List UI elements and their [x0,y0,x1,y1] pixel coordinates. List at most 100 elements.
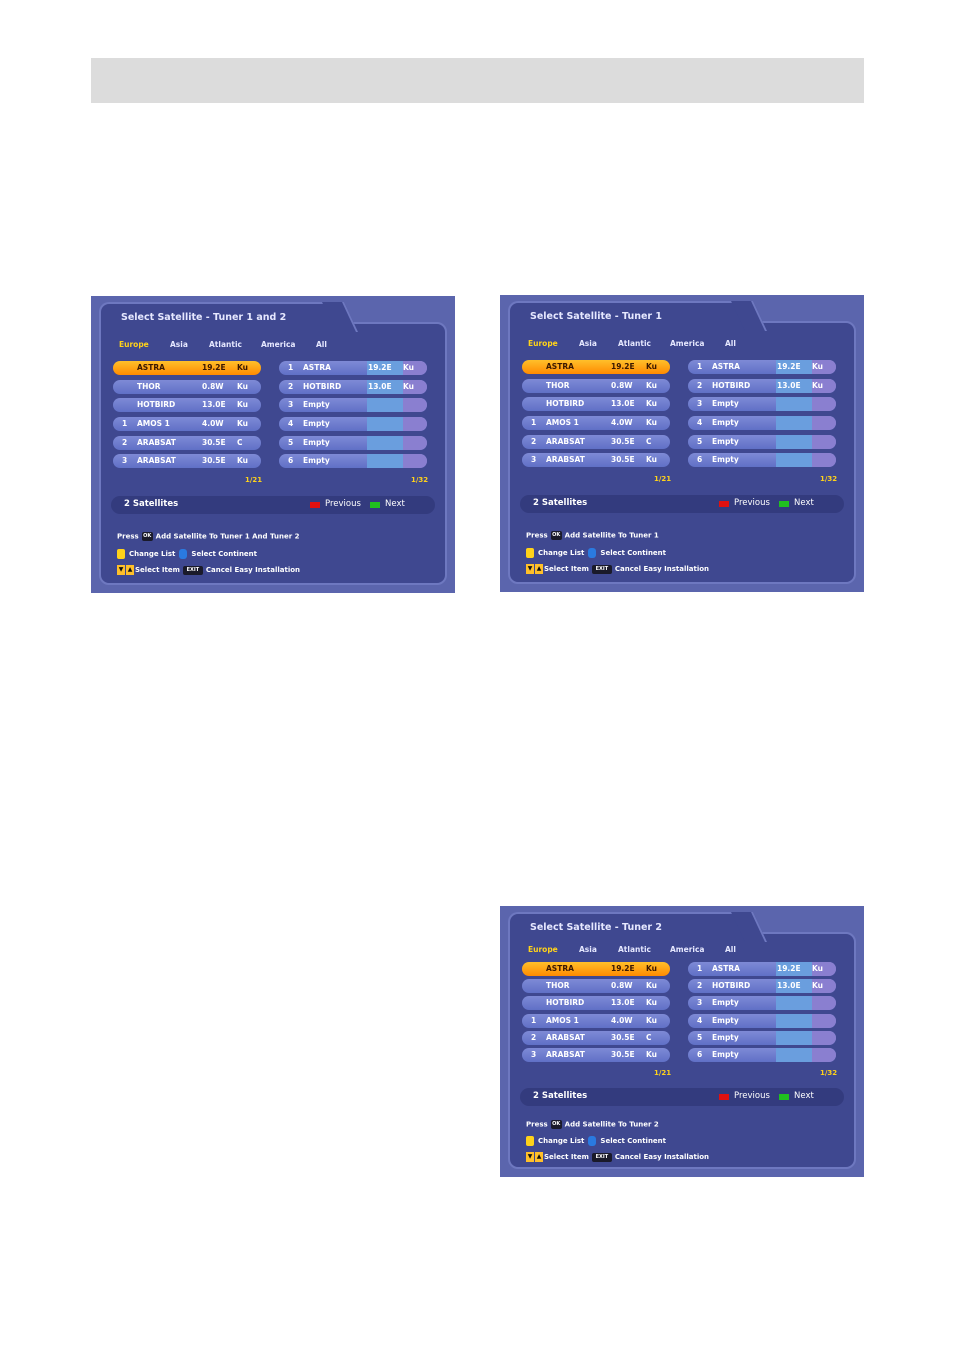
satellite-row[interactable]: THOR 0.8W Ku [522,378,670,393]
screen-title: Select Satellite - Tuner 1 and 2 [121,312,287,323]
tab-america[interactable]: America [261,340,296,349]
satellite-row[interactable]: 1 AMOS 1 4.0W Ku [113,417,261,432]
tab-europe[interactable]: Europe [528,339,558,348]
title-tab [508,301,748,331]
satellite-row[interactable]: 2 ARABSAT 30.5E C [522,1030,670,1045]
tab-europe[interactable]: Europe [119,340,149,349]
satellite-row[interactable]: HOTBIRD 13.0E Ku [522,996,670,1011]
next-button[interactable]: Next [794,1091,814,1101]
satellite-name: ASTRA [137,363,165,372]
row-number: 2 [122,437,128,447]
slot-fill [812,1030,836,1045]
left-page-indicator: 1/21 [654,1069,672,1077]
satellite-row[interactable]: THOR 0.8W Ku [113,379,261,394]
row-number: 3 [122,456,128,466]
status-bar: 2 Satellites Previous Next [520,495,844,513]
row-number: 1 [288,363,294,372]
title-tab [99,302,339,332]
row-number: 2 [288,381,294,391]
satellite-band: Ku [646,455,658,465]
satellite-screen-tuner-1-and-2: Select Satellite - Tuner 1 and 2 Europe … [91,296,455,593]
tab-all[interactable]: All [725,339,736,348]
select-item-label: Select Item [544,565,589,573]
slot-fill [403,417,427,432]
satellite-list: ASTRA 19.2E Ku THOR 0.8W Ku HOTBIRD 13.0E Ku 1 AMO… [113,361,261,473]
satellite-row[interactable]: 1 AMOS 1 4.0W Ku [522,1013,670,1028]
satellite-row[interactable]: 2 ARABSAT 30.5E C [113,435,261,450]
satellite-name: THOR [137,381,161,391]
exit-key-icon: EXIT [182,565,203,575]
satellite-row[interactable]: 2 HOTBIRD 13.0E Ku [688,378,836,393]
change-list-label: Change List [538,549,585,557]
tab-asia[interactable]: Asia [579,339,597,348]
satellite-row[interactable]: THOR 0.8W Ku [522,979,670,994]
left-page-indicator: 1/21 [654,475,672,483]
satellite-row[interactable]: 4 Empty [688,416,836,431]
satellite-row[interactable]: 3 Empty [279,398,427,413]
satellite-row[interactable]: 4 Empty [279,417,427,432]
slot-fill [776,1030,812,1045]
satellite-name: Empty [712,399,739,409]
satellite-row[interactable]: 1 ASTRA 19.2E Ku [688,360,836,374]
tab-america[interactable]: America [670,339,705,348]
satellite-row[interactable]: 5 Empty [279,435,427,450]
title-tab [508,912,748,942]
row-number: 2 [697,981,703,991]
previous-button[interactable]: Previous [734,498,770,508]
help-lists: Change List Select Continent [526,548,666,558]
row-number: 3 [697,399,703,409]
satellite-row[interactable]: HOTBIRD 13.0E Ku [522,397,670,412]
satellite-position: 4.0W [611,418,633,428]
satellite-row[interactable]: ASTRA 19.2E Ku [113,361,261,375]
satellite-row[interactable]: 3 ARABSAT 30.5E Ku [522,1047,670,1062]
satellite-row[interactable]: 1 ASTRA 19.2E Ku [279,361,427,375]
previous-button[interactable]: Previous [734,1091,770,1101]
satellite-row[interactable]: 2 HOTBIRD 13.0E Ku [688,979,836,994]
row-number: 1 [531,418,537,428]
tab-atlantic[interactable]: Atlantic [209,340,242,349]
row-number: 4 [697,418,703,428]
satellite-row[interactable]: 3 Empty [688,397,836,412]
slot-fill [776,1047,812,1062]
tab-all[interactable]: All [316,340,327,349]
satellite-row[interactable]: 3 Empty [688,996,836,1011]
satellite-row[interactable]: 1 ASTRA 19.2E Ku [688,962,836,976]
help-ok: Press OK Add Satellite To Tuner 2 [526,1120,659,1129]
satellite-row[interactable]: 2 HOTBIRD 13.0E Ku [279,379,427,394]
next-button[interactable]: Next [385,499,405,509]
satellite-row[interactable]: 6 Empty [688,453,836,468]
tab-europe[interactable]: Europe [528,945,558,954]
tab-asia[interactable]: Asia [170,340,188,349]
satellite-name: Empty [303,419,330,429]
tab-atlantic[interactable]: Atlantic [618,945,651,954]
next-button[interactable]: Next [794,498,814,508]
satellite-row[interactable]: 5 Empty [688,1030,836,1045]
satellite-row[interactable]: 5 Empty [688,434,836,449]
satellite-row[interactable]: 4 Empty [688,1013,836,1028]
satellite-row[interactable]: 6 Empty [688,1047,836,1062]
satellite-name: Empty [303,437,330,447]
satellite-band: Ku [646,981,658,991]
tab-all[interactable]: All [725,945,736,954]
satellite-row[interactable]: ASTRA 19.2E Ku [522,962,670,976]
slot-fill [776,996,812,1011]
satellite-row[interactable]: HOTBIRD 13.0E Ku [113,398,261,413]
tab-asia[interactable]: Asia [579,945,597,954]
satellite-row[interactable]: 3 ARABSAT 30.5E Ku [113,454,261,469]
satellite-row[interactable]: ASTRA 19.2E Ku [522,360,670,374]
change-list-label: Change List [538,1137,585,1145]
slot-fill [776,962,812,976]
tab-america[interactable]: America [670,945,705,954]
satellite-row[interactable]: 6 Empty [279,454,427,469]
satellite-band: Ku [646,998,658,1008]
satellite-position: 30.5E [202,437,226,447]
yellow-key-icon [526,548,534,558]
satellite-row[interactable]: 3 ARABSAT 30.5E Ku [522,453,670,468]
satellite-row[interactable]: 2 ARABSAT 30.5E C [522,434,670,449]
slot-fill [812,416,836,431]
satellite-row[interactable]: 1 AMOS 1 4.0W Ku [522,416,670,431]
yellow-key-icon [117,549,125,559]
slot-fill [403,435,427,450]
tab-atlantic[interactable]: Atlantic [618,339,651,348]
previous-button[interactable]: Previous [325,499,361,509]
